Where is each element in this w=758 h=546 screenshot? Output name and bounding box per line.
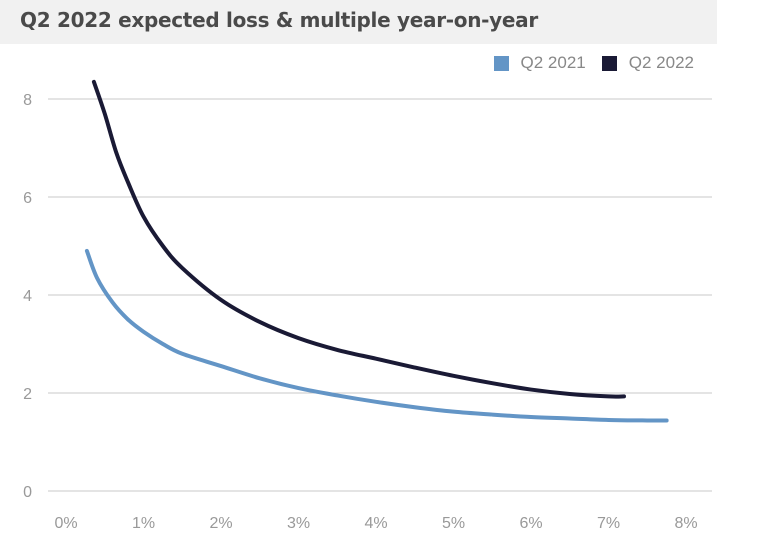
y-tick-labels: 0 2 4 6 8 (23, 92, 32, 501)
x-tick-label: 4% (364, 515, 387, 532)
x-tick-label: 8% (674, 515, 697, 532)
legend-item-q2-2022: Q2 2022 (601, 53, 694, 73)
legend-swatch-q2-2021 (493, 55, 509, 71)
x-tick-labels: 0% 1% 2% 3% 4% 5% 6% 7% 8% (54, 515, 697, 532)
x-tick-label: 2% (209, 515, 232, 532)
y-tick-label: 6 (23, 190, 32, 207)
x-tick-label: 1% (132, 515, 155, 532)
x-tick-label: 0% (54, 515, 77, 532)
x-tick-label: 5% (442, 515, 465, 532)
series-line-q2-2021 (84, 248, 669, 423)
gridlines (48, 98, 712, 492)
x-tick-label: 7% (597, 515, 620, 532)
series-line-q2-2022 (91, 79, 626, 399)
chart-title: Q2 2022 expected loss & multiple year-on… (20, 8, 538, 32)
y-tick-label: 8 (23, 92, 32, 109)
y-tick-label: 4 (23, 288, 32, 305)
y-tick-label: 2 (23, 386, 32, 403)
x-tick-label: 6% (519, 515, 542, 532)
y-tick-label: 0 (23, 484, 32, 501)
legend-item-q2-2021: Q2 2021 (493, 53, 586, 73)
series-lines (84, 79, 669, 423)
x-tick-label: 3% (287, 515, 310, 532)
title-bar: Q2 2022 expected loss & multiple year-on… (0, 0, 717, 44)
legend: Q2 2021 Q2 2022 (478, 53, 694, 73)
legend-label-q2-2021: Q2 2021 (520, 53, 586, 72)
legend-swatch-q2-2022 (601, 55, 617, 71)
legend-label-q2-2022: Q2 2022 (628, 53, 694, 72)
